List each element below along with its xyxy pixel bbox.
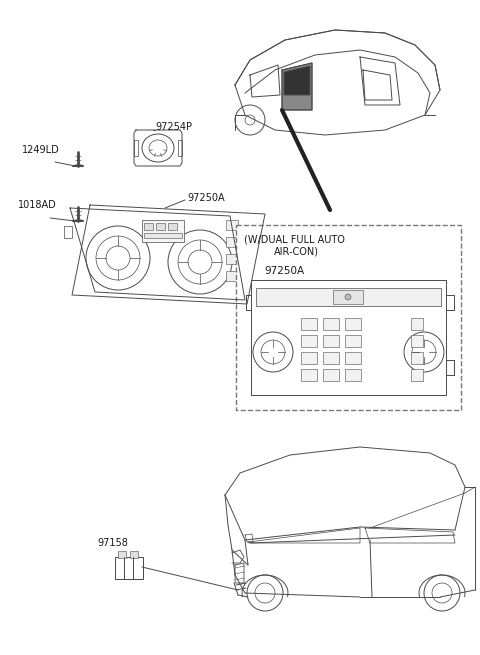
Bar <box>301 369 317 381</box>
Bar <box>301 335 317 347</box>
Bar <box>256 288 441 306</box>
Bar <box>226 271 238 281</box>
Bar <box>115 557 143 579</box>
Bar <box>323 318 339 330</box>
Bar <box>251 280 446 395</box>
Bar <box>245 265 253 277</box>
Bar <box>411 318 423 330</box>
Bar <box>144 223 153 230</box>
Bar <box>134 140 138 156</box>
Bar <box>301 352 317 364</box>
Bar <box>130 551 138 558</box>
Text: 97250A: 97250A <box>187 193 225 203</box>
Text: 97250A: 97250A <box>264 266 304 276</box>
Bar <box>345 335 361 347</box>
Bar <box>411 352 423 364</box>
Bar <box>226 254 238 264</box>
Text: 97254P: 97254P <box>155 122 192 132</box>
Text: 1018AD: 1018AD <box>18 200 57 210</box>
Bar <box>178 140 182 156</box>
Bar <box>144 233 182 238</box>
Text: 97158: 97158 <box>97 538 128 548</box>
Bar <box>411 335 423 347</box>
Bar <box>64 226 72 238</box>
Circle shape <box>345 294 351 300</box>
Text: (W/DUAL FULL AUTO: (W/DUAL FULL AUTO <box>244 234 345 244</box>
Bar <box>168 223 177 230</box>
Polygon shape <box>284 66 310 95</box>
Bar <box>226 220 238 230</box>
Bar <box>156 223 165 230</box>
Bar <box>323 369 339 381</box>
Bar <box>345 318 361 330</box>
Bar <box>301 318 317 330</box>
Text: 1249LD: 1249LD <box>22 145 60 155</box>
Bar <box>411 369 423 381</box>
Bar <box>236 225 461 410</box>
Bar <box>142 220 184 242</box>
Bar <box>226 237 238 247</box>
Polygon shape <box>282 63 312 110</box>
Bar <box>118 551 126 558</box>
Bar <box>345 369 361 381</box>
Bar <box>345 352 361 364</box>
Bar <box>333 290 363 304</box>
Bar <box>323 335 339 347</box>
Bar <box>323 352 339 364</box>
Text: AIR-CON): AIR-CON) <box>274 246 319 256</box>
Bar <box>245 228 253 240</box>
